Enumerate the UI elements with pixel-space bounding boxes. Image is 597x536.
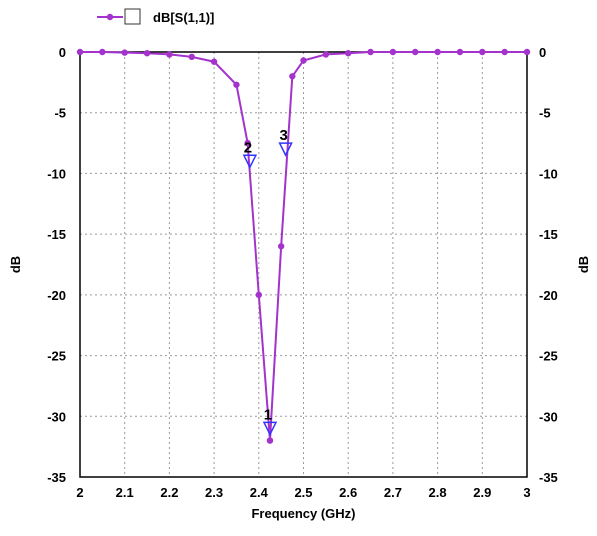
legend-checkbox[interactable] (124, 8, 141, 25)
tick-labels: 2 2.1 2.2 2.3 2.4 2.5 2.6 2.7 2.8 2.9 3 0 0 -5 -5 -10 -1… (47, 45, 558, 500)
y-tick-label-left: -5 (54, 106, 66, 121)
data-point (412, 48, 419, 56)
plot-frame (79, 51, 528, 478)
y-tick-label-right: -30 (539, 409, 558, 424)
x-tick-label: 2.4 (250, 485, 269, 500)
x-tick-label: 3 (523, 485, 530, 500)
y-tick-label-left: 0 (59, 45, 66, 60)
x-tick-label: 2.2 (160, 485, 178, 500)
marker-label: 2 (244, 139, 252, 156)
series-layer (76, 48, 531, 444)
data-point (166, 51, 173, 58)
y-tick-label-right: -20 (539, 288, 558, 303)
y-tick-label-left: -10 (47, 166, 66, 181)
data-point (322, 51, 330, 58)
x-tick-label: 2.1 (116, 485, 134, 500)
data-point (244, 139, 251, 147)
y-tick-label-left: -35 (47, 470, 66, 485)
legend-point-swatch (106, 13, 114, 21)
y-tick-label-left: -25 (47, 349, 66, 364)
y-tick-label-left: -20 (47, 288, 66, 303)
data-point (277, 243, 285, 250)
data-point (434, 48, 441, 56)
data-point (523, 48, 531, 56)
legend-series-name: dB[S(1,1)] (153, 10, 214, 25)
data-point (255, 291, 262, 299)
x-axis-title: Frequency (GHz) (251, 506, 355, 521)
y-tick-label-right: 0 (539, 45, 546, 60)
series-line (80, 51, 527, 441)
marker-triangle (242, 154, 258, 169)
legend: dB[S(1,1)] (97, 8, 214, 25)
y-tick-label-right: -35 (539, 470, 558, 485)
x-tick-label: 2.6 (339, 485, 357, 500)
marker-label: 1 (264, 406, 272, 423)
x-tick-label: 2.3 (205, 485, 223, 500)
data-point (501, 48, 508, 56)
y-axis-title-left: dB (8, 256, 23, 273)
data-point (143, 50, 151, 57)
x-tick-label: 2.5 (294, 485, 312, 500)
data-point (300, 57, 307, 64)
y-tick-label-right: -10 (539, 166, 558, 181)
x-tick-label: 2.7 (384, 485, 402, 500)
y-tick-label-right: -15 (539, 227, 558, 242)
data-point (121, 49, 128, 56)
marker-triangle (262, 421, 278, 437)
data-point (289, 73, 296, 80)
marker-label: 3 (279, 127, 287, 144)
data-point (479, 48, 486, 56)
y-tick-label-left: -15 (47, 227, 66, 242)
x-tick-label: 2 (76, 485, 83, 500)
data-point (210, 58, 218, 65)
data-point (266, 437, 274, 444)
data-point (345, 50, 352, 57)
markers-layer: 1 2 3 (242, 127, 293, 437)
marker-triangle (278, 142, 293, 157)
data-point (367, 48, 374, 56)
y-tick-label-left: -30 (47, 409, 66, 424)
y-tick-label-right: -5 (539, 106, 551, 121)
x-tick-label: 2.9 (473, 485, 491, 500)
data-point (76, 48, 84, 56)
x-tick-label: 2.8 (429, 485, 447, 500)
y-axis-title-right: dB (576, 256, 591, 273)
data-point (456, 48, 464, 56)
data-point (233, 81, 240, 88)
grid (80, 52, 527, 477)
y-tick-label-right: -25 (539, 349, 558, 364)
data-point (389, 48, 397, 56)
data-point (188, 53, 195, 61)
data-point (99, 48, 106, 56)
